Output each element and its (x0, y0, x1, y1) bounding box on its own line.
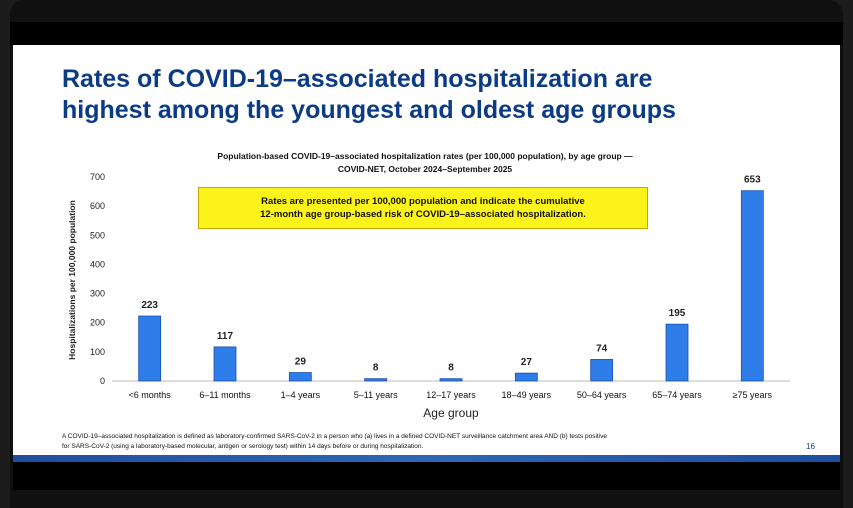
bar (665, 323, 689, 382)
y-tick-label: 200 (90, 318, 105, 328)
page-number: 16 (806, 442, 815, 451)
data-label: 29 (295, 357, 307, 368)
bar (364, 378, 388, 382)
top-black-band (10, 22, 843, 45)
callout-line-2: 12-month age group-based risk of COVID-1… (260, 209, 586, 220)
bar (740, 190, 764, 382)
title-line-2: highest among the youngest and oldest ag… (62, 96, 676, 124)
x-tick-label: <6 months (129, 390, 172, 400)
bar (590, 359, 614, 382)
x-tick-label: 12–17 years (426, 390, 476, 400)
y-tick-label: 0 (100, 376, 105, 386)
y-tick-label: 700 (90, 172, 105, 182)
x-axis-label: Age group (423, 406, 479, 420)
data-label: 195 (669, 308, 686, 319)
y-axis-label: Hospitalizations per 100,000 population (67, 200, 77, 360)
bar (288, 372, 312, 382)
bar (213, 346, 237, 382)
bottom-black-band (13, 462, 840, 490)
data-label: 117 (217, 331, 234, 342)
data-label: 27 (521, 357, 533, 368)
footnote-line-2: for SARS-CoV-2 (using a laboratory-based… (62, 443, 424, 450)
slide-title: Rates of COVID-19–associated hospitaliza… (62, 64, 822, 126)
callout-box: Rates are presented per 100,000 populati… (198, 187, 648, 229)
chart-title-line-2: COVID-NET, October 2024–September 2025 (337, 164, 513, 174)
x-tick-label: 50–64 years (577, 390, 627, 400)
y-tick-label: 500 (90, 230, 105, 240)
slide (13, 45, 840, 455)
y-tick-label: 100 (90, 347, 105, 357)
chart-title: Population-based COVID-19–associated hos… (130, 150, 720, 176)
data-label: 8 (373, 363, 379, 374)
x-tick-label: 18–49 years (502, 390, 552, 400)
data-label: 223 (141, 300, 158, 311)
data-label: 653 (744, 175, 761, 186)
bar (439, 378, 463, 382)
bar (514, 372, 538, 382)
x-tick-label: ≥75 years (733, 390, 773, 400)
y-tick-label: 400 (90, 259, 105, 269)
x-tick-label: 6–11 months (199, 390, 251, 400)
x-tick-label: 1–4 years (281, 390, 321, 400)
footnote: A COVID-19–associated hospitalization is… (62, 432, 782, 452)
x-tick-label: 65–74 years (652, 390, 702, 400)
data-label: 74 (596, 343, 608, 354)
callout-line-1: Rates are presented per 100,000 populati… (261, 196, 585, 207)
footnote-line-1: A COVID-19–associated hospitalization is… (62, 433, 608, 440)
bar (138, 315, 162, 382)
x-tick-label: 5–11 years (354, 390, 398, 400)
y-tick-label: 600 (90, 201, 105, 211)
chart-title-line-1: Population-based COVID-19–associated hos… (217, 151, 633, 161)
slide-footer-bar (13, 455, 840, 462)
title-line-1: Rates of COVID-19–associated hospitaliza… (62, 65, 653, 93)
y-tick-label: 300 (90, 289, 105, 299)
data-label: 8 (448, 363, 454, 374)
